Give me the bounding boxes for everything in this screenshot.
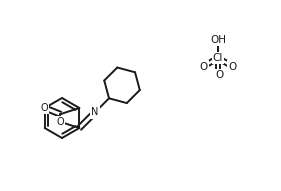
Text: O: O: [215, 70, 223, 80]
Text: O: O: [229, 62, 237, 71]
Text: N: N: [91, 108, 99, 117]
Text: O: O: [41, 103, 48, 113]
Text: O: O: [199, 62, 207, 71]
Text: Cl: Cl: [213, 53, 223, 63]
Text: OH: OH: [210, 35, 226, 45]
Text: O: O: [56, 117, 64, 127]
